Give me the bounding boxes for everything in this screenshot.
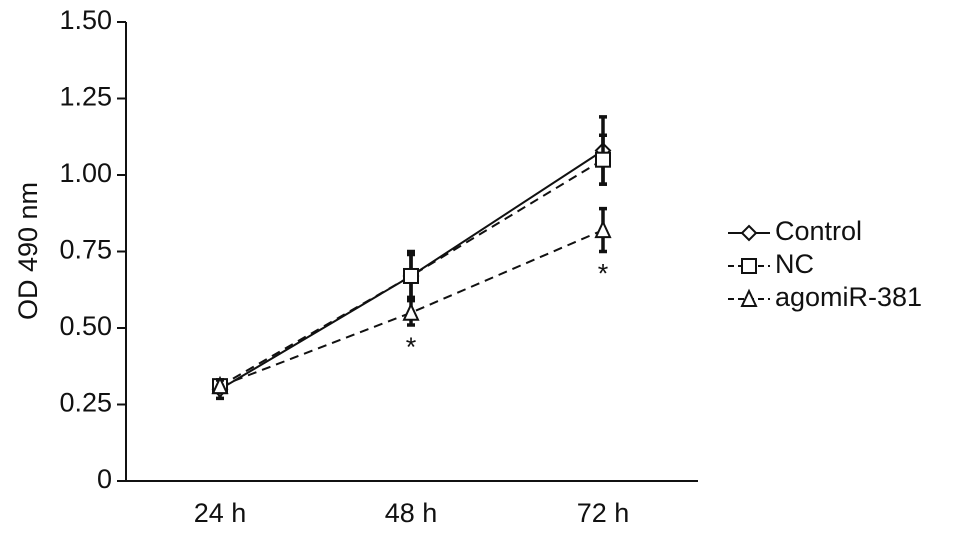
legend-label: agomiR-381 [775, 282, 922, 312]
significance-mark: * [598, 259, 609, 289]
x-tick-label: 24 h [194, 498, 247, 528]
series-line [219, 229, 604, 388]
data-point [594, 219, 612, 239]
legend-label: NC [775, 249, 814, 279]
significance-mark: * [406, 332, 417, 362]
y-tick-label: 1.25 [59, 82, 112, 112]
legend-marker [740, 288, 758, 307]
data-point [402, 302, 420, 321]
y-tick-label: 0.75 [59, 235, 112, 265]
legend-marker [740, 224, 758, 242]
y-tick-label: 0.50 [59, 311, 112, 341]
y-tick-label: 0 [97, 464, 112, 494]
x-tick-label: 48 h [385, 498, 438, 528]
legend-label: Control [775, 216, 862, 246]
y-tick-label: 1.50 [59, 5, 112, 35]
data-point [211, 375, 229, 395]
legend-marker [741, 258, 757, 274]
y-axis-label: OD 490 nm [13, 182, 43, 320]
x-tick-label: 72 h [577, 498, 630, 528]
data-point [595, 151, 611, 168]
y-tick-label: 0.25 [59, 388, 112, 418]
data-point [403, 267, 419, 284]
y-tick-label: 1.00 [59, 158, 112, 188]
